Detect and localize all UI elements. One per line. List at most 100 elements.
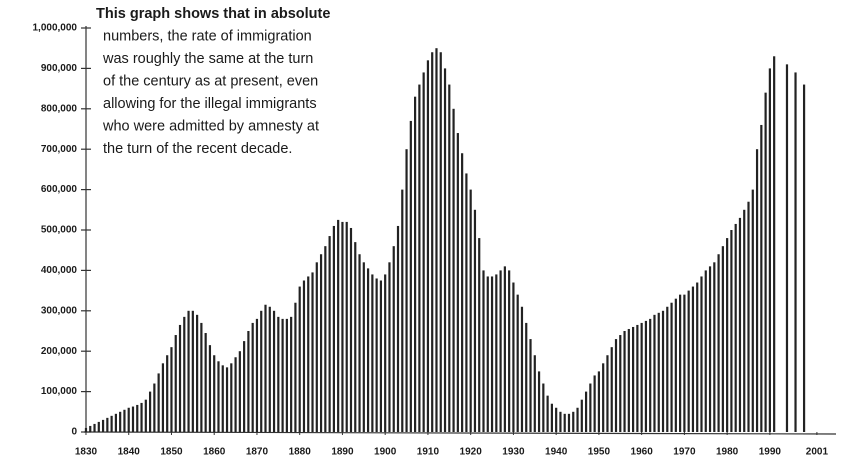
bar	[379, 280, 383, 432]
bar	[358, 254, 361, 432]
y-tick-label: 600,000	[41, 184, 78, 195]
bar	[760, 124, 763, 433]
bar	[473, 209, 477, 432]
bar	[414, 96, 417, 433]
bar	[448, 84, 451, 432]
x-tick-label: 1880	[289, 447, 312, 458]
bar	[743, 209, 746, 432]
bar	[375, 278, 378, 432]
bar	[422, 72, 425, 432]
bar	[97, 421, 100, 432]
annotation-line: the turn of the recent decade.	[103, 141, 292, 157]
x-tick-label: 1860	[203, 447, 226, 458]
bar	[640, 322, 643, 432]
bar	[520, 306, 524, 432]
bar	[704, 270, 707, 432]
bar	[93, 423, 96, 432]
bar	[392, 246, 395, 432]
x-tick-label: 1980	[716, 447, 739, 458]
x-tick-label: 1890	[331, 447, 354, 458]
x-tick-label: 1970	[673, 447, 696, 458]
bar	[747, 201, 750, 432]
bar	[555, 407, 558, 432]
bar	[653, 314, 656, 432]
bar	[670, 302, 673, 432]
bar	[384, 274, 387, 432]
bar	[221, 365, 224, 432]
bar	[366, 268, 370, 432]
bar	[717, 254, 720, 432]
bar	[401, 189, 404, 432]
bar	[794, 72, 797, 432]
bar	[482, 270, 485, 432]
bar	[738, 217, 742, 432]
bar	[696, 282, 699, 432]
bar	[499, 270, 502, 432]
bar	[584, 391, 588, 432]
bar	[435, 48, 438, 432]
bar	[388, 262, 391, 432]
bar	[161, 363, 165, 432]
bar	[311, 272, 314, 432]
bar	[713, 262, 716, 432]
bar	[726, 238, 729, 432]
bar	[277, 316, 280, 432]
annotation-line: This graph shows that in absolute	[96, 6, 330, 22]
bar	[802, 84, 806, 432]
bar	[396, 225, 400, 432]
bar	[683, 294, 686, 432]
bar	[431, 52, 434, 433]
bar	[302, 280, 306, 432]
bar	[721, 246, 724, 432]
bar	[290, 316, 293, 432]
bar	[319, 254, 323, 432]
bar	[773, 56, 776, 432]
bar	[755, 149, 759, 432]
bar	[734, 223, 737, 432]
bar	[354, 242, 357, 432]
bar	[542, 383, 545, 432]
bar	[768, 68, 771, 433]
bar	[503, 266, 506, 432]
bar	[623, 331, 626, 432]
bar	[567, 413, 571, 432]
bar	[247, 331, 250, 432]
bar	[580, 399, 583, 432]
bar	[371, 274, 374, 432]
annotation-line: numbers, the rate of immigration	[103, 28, 312, 44]
bar	[225, 367, 229, 432]
bar	[461, 153, 464, 433]
bar	[187, 310, 190, 432]
bar	[452, 108, 455, 433]
bar	[200, 322, 203, 432]
x-tick-label: 1950	[588, 447, 611, 458]
bar	[230, 363, 233, 432]
bar	[563, 413, 566, 432]
bar	[679, 294, 682, 432]
bar	[153, 383, 156, 432]
annotation-line: was roughly the same at the turn	[102, 51, 313, 67]
bar	[516, 294, 519, 432]
bar	[272, 310, 276, 432]
annotation-line: who were admitted by amnesty at	[102, 118, 319, 134]
bar	[730, 230, 733, 432]
y-tick-label: 700,000	[41, 144, 78, 155]
bar	[576, 407, 579, 432]
bar	[110, 415, 113, 432]
bar	[687, 290, 690, 432]
annotation-line: allowing for the illegal immigrants	[103, 96, 317, 112]
bar	[550, 403, 553, 432]
bar	[666, 306, 669, 432]
bar	[486, 276, 489, 432]
bar	[610, 347, 613, 432]
bar	[593, 375, 596, 432]
bar	[89, 425, 92, 432]
bar	[443, 68, 447, 433]
bar	[315, 262, 318, 432]
y-tick-label: 400,000	[41, 265, 78, 276]
bar	[213, 355, 216, 432]
x-tick-label: 1840	[118, 447, 141, 458]
bar	[627, 328, 630, 432]
bar	[478, 238, 481, 432]
